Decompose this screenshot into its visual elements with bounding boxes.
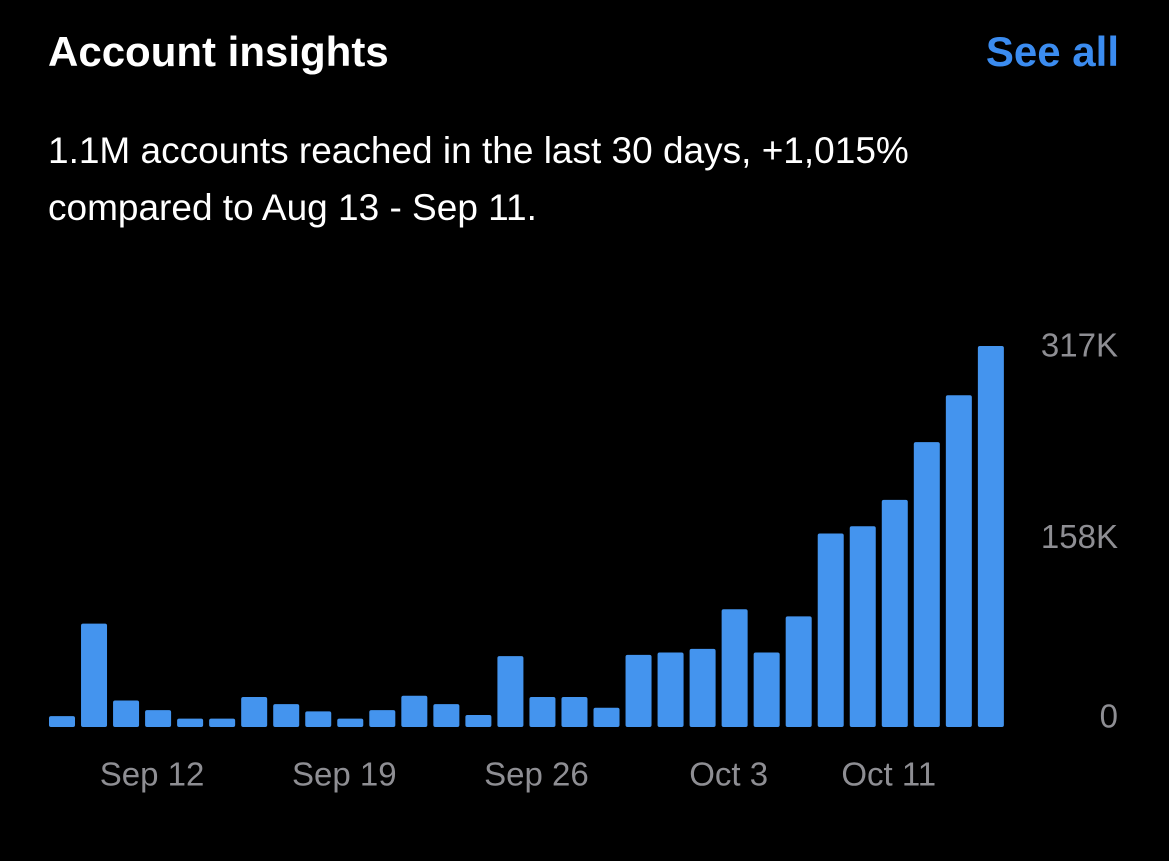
bar: [177, 718, 204, 727]
see-all-link[interactable]: See all: [985, 28, 1119, 75]
bar: [785, 616, 812, 727]
bar: [113, 700, 140, 727]
bar: [881, 499, 908, 727]
bar: [977, 346, 1004, 727]
bar: [945, 395, 972, 727]
bar: [689, 648, 716, 727]
bar: [593, 707, 620, 727]
y-tick-label: 0: [1100, 698, 1118, 735]
summary-line: 1.1M accounts reached in the last 30 day…: [48, 130, 909, 171]
bar: [209, 718, 236, 727]
bar: [273, 704, 300, 727]
bar: [497, 656, 524, 727]
x-tick-label: Oct 11: [841, 756, 936, 793]
bar: [81, 623, 108, 727]
bar: [529, 696, 556, 727]
bar: [433, 704, 460, 727]
y-tick-label: 158K: [1041, 518, 1118, 555]
bar: [849, 526, 876, 727]
bar: [145, 710, 172, 727]
summary-line: compared to Aug 13 - Sep 11.: [48, 187, 537, 228]
x-tick-label: Sep 19: [292, 756, 397, 793]
bar: [241, 696, 268, 727]
bar: [657, 652, 684, 727]
bar: [721, 609, 748, 727]
bar: [753, 652, 780, 727]
bar: [337, 718, 364, 727]
bar: [305, 711, 332, 727]
bar: [625, 654, 652, 727]
bar: [401, 695, 428, 727]
x-tick-label: Oct 3: [689, 756, 768, 793]
bar: [369, 710, 396, 727]
x-tick-label: Sep 26: [484, 756, 589, 793]
bar: [817, 533, 844, 727]
bar: [561, 696, 588, 727]
bar: [465, 714, 492, 727]
bar: [49, 716, 75, 727]
bar: [913, 442, 940, 727]
card-title: Account insights: [48, 28, 389, 75]
y-tick-label: 317K: [1041, 327, 1118, 364]
x-tick-label: Sep 12: [100, 756, 205, 793]
